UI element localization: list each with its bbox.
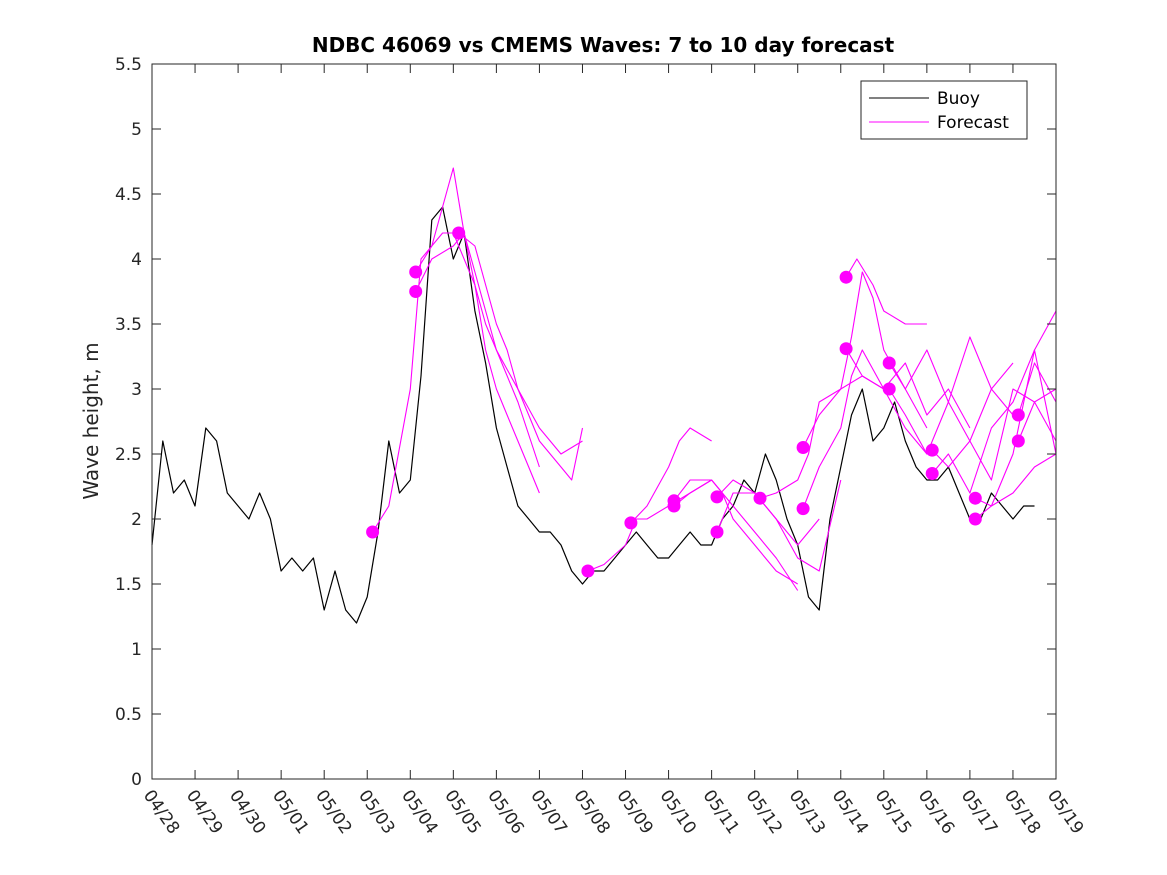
forecast-start-marker bbox=[409, 285, 423, 298]
plot-area: 00.511.522.533.544.555.5 04/2804/2904/30… bbox=[115, 55, 1087, 838]
forecast-series-line bbox=[974, 453, 1057, 520]
y-axis-label: Wave height, m bbox=[79, 342, 103, 499]
forecast-start-marker bbox=[710, 490, 724, 504]
forecast-series-line bbox=[802, 349, 928, 509]
forecast-start-marker bbox=[452, 226, 466, 240]
y-tick-label: 4 bbox=[131, 250, 142, 270]
forecast-start-marker bbox=[667, 499, 681, 513]
forecast-series-line bbox=[458, 232, 584, 481]
forecast-start-marker bbox=[925, 467, 939, 480]
forecast-series-line bbox=[673, 479, 799, 591]
forecast-start-marker bbox=[710, 525, 724, 539]
forecast-start-marker bbox=[1011, 408, 1025, 422]
forecast-start-marker bbox=[581, 564, 595, 578]
forecast-start-marker bbox=[839, 270, 853, 284]
y-tick-label: 1 bbox=[131, 640, 142, 660]
forecast-start-marker bbox=[796, 441, 810, 454]
forecast-start-marker bbox=[968, 512, 982, 526]
y-tick-label: 0 bbox=[131, 770, 142, 790]
forecast-start-marker bbox=[839, 342, 853, 356]
y-tick-label: 3.5 bbox=[115, 315, 142, 335]
forecast-start-marker bbox=[882, 382, 896, 396]
forecast-series-line bbox=[845, 258, 927, 325]
forecast-series-line bbox=[630, 427, 712, 524]
forecast-series-line bbox=[415, 232, 540, 468]
forecast-series-line bbox=[975, 310, 1057, 507]
forecast-start-marker bbox=[968, 491, 982, 505]
y-tick-label: 5.5 bbox=[115, 55, 142, 75]
plot-background bbox=[152, 64, 1056, 779]
y-tick-label: 4.5 bbox=[115, 185, 142, 205]
forecast-series-line bbox=[1017, 401, 1057, 442]
plot-frame bbox=[151, 63, 1057, 780]
y-tick-label: 2 bbox=[131, 510, 142, 530]
legend-box bbox=[860, 80, 1028, 140]
forecast-series-line bbox=[415, 167, 583, 455]
forecast-series-line bbox=[888, 388, 1014, 455]
forecast-series-line bbox=[716, 479, 842, 572]
forecast-series-line bbox=[802, 271, 928, 448]
legend-forecast-label: Forecast bbox=[937, 113, 1009, 133]
forecast-start-marker bbox=[409, 265, 423, 279]
y-tick-label: 1.5 bbox=[115, 575, 142, 595]
y-tick-label: 0.5 bbox=[115, 705, 142, 725]
forecast-start-marker bbox=[796, 502, 810, 516]
y-tick-label: 3 bbox=[131, 380, 142, 400]
forecast-start-marker bbox=[366, 525, 380, 539]
y-axis: 0 0.5 1 1.5 2 2.5 3 3.5 4 4.5 5 5.5 bbox=[115, 55, 1056, 790]
forecast-series-line bbox=[845, 348, 971, 429]
forecast-series-line bbox=[372, 232, 540, 533]
forecast-start-marker bbox=[882, 356, 896, 370]
forecast-start-marker bbox=[925, 443, 939, 457]
forecast-start-marker bbox=[753, 491, 767, 505]
legend-buoy-label: Buoy bbox=[937, 89, 980, 109]
forecast-series-layer bbox=[372, 167, 1057, 591]
y-tick-label: 2.5 bbox=[115, 445, 142, 465]
legend: Buoy Forecast bbox=[860, 80, 1028, 140]
forecast-series-line bbox=[587, 479, 712, 572]
forecast-start-markers bbox=[366, 226, 1025, 578]
chart-title: NDBC 46069 vs CMEMS Waves: 7 to 10 day f… bbox=[312, 33, 895, 57]
forecast-start-marker bbox=[624, 516, 638, 530]
forecast-series-line bbox=[759, 375, 885, 499]
y-tick-label: 5 bbox=[131, 120, 142, 140]
forecast-start-marker bbox=[1011, 434, 1025, 448]
